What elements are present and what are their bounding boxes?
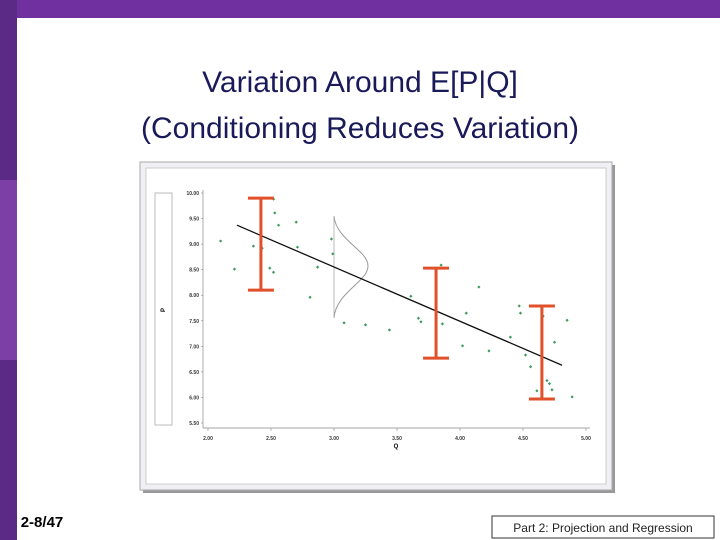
- title: Variation Around E[P|Q]: [202, 66, 518, 99]
- y-tick-label: 7.00: [189, 344, 199, 350]
- top-bar: [0, 0, 720, 18]
- point: [440, 322, 444, 326]
- y-tick-label: 5.50: [189, 421, 199, 427]
- footer: Part 2: Projection and Regression: [513, 521, 692, 535]
- y-tick-label: 9.00: [189, 242, 199, 248]
- x-axis-label: Q: [394, 444, 399, 450]
- point: [329, 237, 334, 241]
- point: [545, 378, 549, 383]
- point: [308, 295, 312, 299]
- point: [487, 349, 491, 353]
- point: [273, 211, 277, 215]
- point: [552, 340, 557, 344]
- point: [508, 335, 512, 339]
- point: [535, 389, 539, 393]
- y-tick-label: 6.50: [189, 370, 199, 376]
- page-number: 2-8/47: [21, 514, 64, 531]
- point: [528, 365, 533, 369]
- point: [276, 223, 281, 227]
- label-box: [154, 192, 173, 426]
- x-tick-label: 3.50: [392, 436, 402, 442]
- y-tick-label: 10.00: [186, 191, 199, 197]
- point: [409, 294, 413, 298]
- point: [294, 220, 298, 224]
- regression-line: [236, 224, 563, 366]
- point: [295, 245, 300, 249]
- point: [251, 244, 255, 248]
- normal-curve: [333, 215, 369, 319]
- chart-area: [145, 167, 607, 485]
- y-tick-label: 8.00: [189, 293, 199, 299]
- footer-box: [491, 515, 715, 539]
- x-tick-label: 2.50: [266, 436, 276, 442]
- x-tick-label: 3.00: [329, 436, 339, 442]
- point: [517, 304, 521, 308]
- point: [331, 252, 335, 256]
- title: (Conditioning Reduces Variation): [141, 112, 579, 145]
- point: [416, 316, 421, 320]
- point: [547, 382, 552, 386]
- y-axis-label: P: [161, 308, 167, 312]
- point: [565, 318, 569, 322]
- point: [523, 353, 528, 357]
- point: [439, 263, 443, 267]
- point: [219, 239, 223, 243]
- x-tick-label: 2.00: [203, 436, 213, 442]
- side-block: [0, 180, 17, 360]
- y-tick-label: 9.50: [189, 217, 199, 223]
- point: [550, 388, 554, 392]
- y-tick-label: 8.50: [189, 268, 199, 274]
- point: [232, 267, 237, 271]
- point: [460, 344, 465, 348]
- y-tick-label: 7.50: [189, 319, 199, 325]
- point: [316, 265, 320, 269]
- point: [271, 270, 276, 274]
- point: [342, 321, 346, 325]
- point: [570, 395, 574, 399]
- point: [363, 323, 368, 327]
- point: [268, 266, 272, 270]
- point: [477, 285, 481, 289]
- x-tick-label: 4.00: [455, 436, 465, 442]
- x-tick-label: 4.50: [518, 436, 528, 442]
- y-tick-label: 6.00: [189, 395, 199, 401]
- point: [518, 311, 523, 315]
- x-tick-label: 5.00: [581, 436, 591, 442]
- point: [419, 320, 423, 324]
- point: [464, 311, 468, 315]
- point: [387, 328, 392, 332]
- side-block: [0, 0, 17, 180]
- side-block: [0, 360, 17, 540]
